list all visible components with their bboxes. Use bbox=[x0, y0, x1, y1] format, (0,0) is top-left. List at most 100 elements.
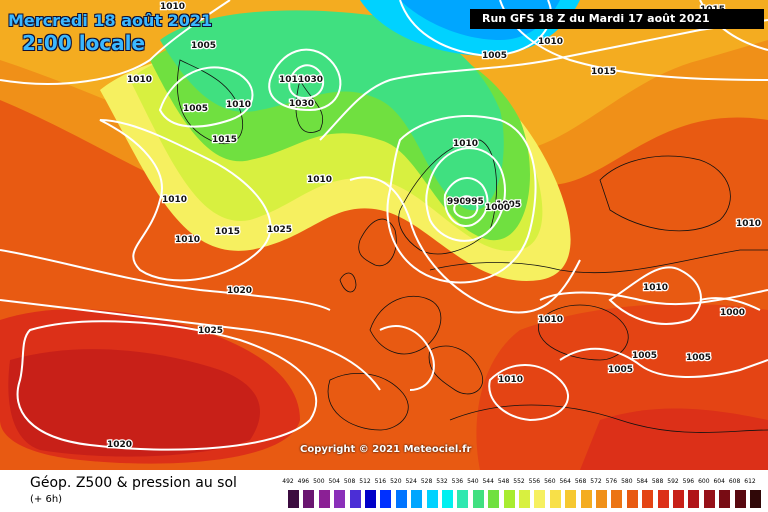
color-scale-tick: 572 bbox=[590, 478, 602, 485]
footer-legend-bar: Géop. Z500 & pression au sol (+ 6h) 492 4… bbox=[0, 470, 768, 512]
isobar-label: 1010 bbox=[643, 283, 668, 293]
forecast-lead-time: (+ 6h) bbox=[30, 494, 63, 505]
color-scale-swatch bbox=[734, 490, 746, 508]
weather-map: 1010 1005 1010 1005 1010 1005 1010 1010 … bbox=[0, 0, 768, 470]
isobar-label: 1005 bbox=[686, 353, 711, 363]
isobar-label: 1025 bbox=[198, 326, 223, 336]
color-scale-tick: 560 bbox=[544, 478, 556, 485]
color-scale-tick: 508 bbox=[343, 478, 356, 485]
coastlines bbox=[176, 59, 768, 433]
color-scale-swatch bbox=[442, 490, 453, 508]
run-info-box: Run GFS 18 Z du Mardi 17 août 2021 bbox=[470, 9, 764, 29]
isobar-label: 1010 bbox=[453, 139, 478, 149]
isobar-label: 1010 bbox=[160, 2, 185, 12]
color-scale-tick: 580 bbox=[621, 478, 633, 485]
color-scale-tick: 512 bbox=[359, 478, 371, 485]
isobar-label: 1010 bbox=[127, 75, 152, 85]
isobar-labels: 1010 1005 1010 1005 1010 1005 1010 1010 … bbox=[106, 1, 763, 452]
color-scale-tick: 544 bbox=[482, 478, 494, 485]
isobar-label: 1005 bbox=[482, 51, 507, 61]
color-scale-tick: 604 bbox=[713, 478, 725, 485]
color-scale-tick: 588 bbox=[651, 478, 664, 485]
color-scale-swatch bbox=[472, 490, 484, 508]
isobar-label: 1025 bbox=[267, 225, 292, 235]
color-scale-tick: 524 bbox=[405, 478, 417, 485]
isobar-label: 1015 bbox=[215, 227, 240, 237]
color-scale-swatch bbox=[519, 490, 530, 508]
isobar-label: 1020 bbox=[107, 440, 132, 450]
color-scale-swatch bbox=[365, 490, 376, 508]
isobar-label: 990 bbox=[447, 197, 466, 207]
color-scale-swatch bbox=[534, 490, 546, 508]
color-scale-tick: 584 bbox=[636, 478, 648, 485]
color-scale-tick: 504 bbox=[328, 478, 340, 485]
isobar-label: 1010 bbox=[226, 100, 251, 110]
geopotential-field-green-dark bbox=[160, 10, 504, 211]
isobar-label: 1030 bbox=[298, 75, 323, 85]
color-scale-tick: 592 bbox=[667, 478, 679, 485]
forecast-time-title: 2:00 locale bbox=[22, 31, 146, 55]
isobar-label: 1010 bbox=[162, 195, 187, 205]
isobar-label: 1010 bbox=[279, 75, 304, 85]
color-scale-tick: 520 bbox=[390, 478, 402, 485]
color-scale-swatch bbox=[334, 490, 346, 508]
color-scale-tick: 492 bbox=[282, 478, 294, 485]
geopotential-field-dark-red bbox=[8, 349, 261, 457]
color-scale-tick: 500 bbox=[313, 478, 325, 485]
color-scale-swatch bbox=[688, 490, 700, 508]
color-scale-tick: 540 bbox=[467, 478, 479, 485]
isobar-label: 1030 bbox=[289, 99, 314, 109]
color-scale-swatch bbox=[503, 490, 515, 508]
isobar-label: 1005 bbox=[632, 351, 657, 361]
color-scale-tick: 576 bbox=[605, 478, 618, 485]
isobar-label: 1010 bbox=[736, 219, 761, 229]
color-scale-swatch bbox=[657, 490, 669, 508]
color-scale-swatch bbox=[411, 490, 423, 508]
isobar-label: 1010 bbox=[498, 375, 523, 385]
color-scale-swatch bbox=[395, 490, 407, 508]
color-scale-swatch bbox=[596, 490, 607, 508]
isobar-label: 995 bbox=[465, 197, 484, 207]
color-scale-swatch bbox=[642, 490, 654, 508]
color-scale-tick: 600 bbox=[698, 478, 710, 485]
color-scale-swatch bbox=[457, 490, 469, 508]
color-scale-tick: 612 bbox=[744, 478, 756, 485]
geopotential-map-svg: 1010 1005 1010 1005 1010 1005 1010 1010 … bbox=[0, 0, 768, 470]
color-scale-tick: 528 bbox=[420, 478, 433, 485]
color-scale-swatch bbox=[349, 490, 361, 508]
color-scale-tick: 516 bbox=[374, 478, 387, 485]
copyright-text: Copyright © 2021 Meteociel.fr bbox=[300, 444, 472, 455]
color-scale-swatch bbox=[703, 490, 715, 508]
color-scale-swatch bbox=[626, 490, 638, 508]
color-scale-tick: 568 bbox=[574, 478, 587, 485]
isobar-label: 1005 bbox=[496, 200, 521, 210]
color-scale-swatch bbox=[318, 490, 330, 508]
color-scale-swatch bbox=[673, 490, 684, 508]
color-scale-swatch bbox=[426, 490, 438, 508]
color-scale-tick: 532 bbox=[436, 478, 448, 485]
color-scale-tick: 552 bbox=[513, 478, 525, 485]
isobar-label: 1000 bbox=[485, 203, 510, 213]
color-scale-tick: 556 bbox=[528, 478, 541, 485]
color-scale-swatch bbox=[288, 490, 299, 508]
isobar-label: 1010 bbox=[175, 235, 200, 245]
color-scale-swatch bbox=[565, 490, 577, 508]
color-scale-tick: 564 bbox=[559, 478, 571, 485]
color-scale-swatch bbox=[380, 490, 392, 508]
color-scale-ticks: 492 496 500 504 508 512 516 520 524 528 532 536 540 5… bbox=[282, 478, 755, 489]
isobar-label: 1010 bbox=[307, 175, 332, 185]
color-scale-swatch bbox=[719, 490, 731, 508]
geopotential-field-red-southeast bbox=[580, 408, 768, 470]
isobar-label: 1005 bbox=[608, 365, 633, 375]
color-scale-tick: 596 bbox=[682, 478, 695, 485]
chart-title: Géop. Z500 & pression au sol bbox=[30, 475, 237, 491]
isobar-label: 1000 bbox=[720, 308, 745, 318]
color-scale-swatches bbox=[282, 490, 761, 508]
color-scale-swatch bbox=[750, 490, 761, 508]
color-scale-swatch bbox=[488, 490, 500, 508]
isobar-label: 1005 bbox=[183, 104, 208, 114]
color-scale-swatch bbox=[611, 490, 623, 508]
color-scale-swatch bbox=[580, 490, 592, 508]
color-scale-tick: 536 bbox=[451, 478, 464, 485]
